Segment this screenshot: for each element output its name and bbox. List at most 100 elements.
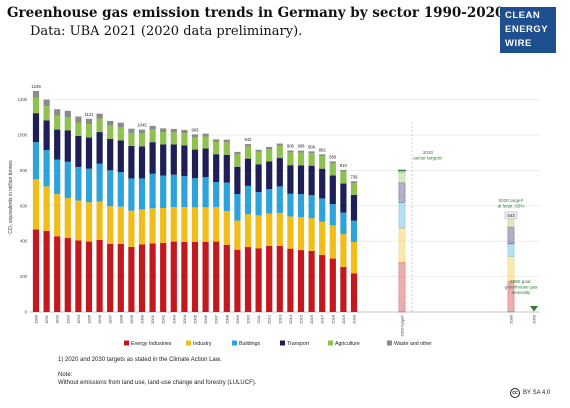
target-segment-agriculture xyxy=(398,171,406,184)
bar-segment-industry xyxy=(128,210,135,247)
total-value-label: 909 xyxy=(308,144,316,149)
bar-segment-industry xyxy=(329,225,336,259)
y-tick-label: 0 xyxy=(25,310,28,315)
y-tick-label: 800 xyxy=(20,168,28,173)
bar-segment-industry xyxy=(297,217,305,251)
x-tick-label: 2014 xyxy=(288,314,293,324)
bar-segment-industry xyxy=(213,206,220,242)
bar-segment-transport xyxy=(319,168,326,199)
bar-segment-buildings xyxy=(181,176,188,208)
bar-segment-industry xyxy=(170,207,177,242)
bar-segment-buildings xyxy=(170,174,177,208)
bar-segment-buildings xyxy=(350,220,358,242)
bar-segment-transport xyxy=(75,135,82,167)
bar-segment-agriculture xyxy=(223,142,230,155)
annotation-2020-targets: 2020 sector targets¹ xyxy=(413,150,443,161)
bar-segment-buildings xyxy=(213,182,220,207)
x-tick-label: 1992 xyxy=(55,314,60,324)
x-tick-label: 1996 xyxy=(97,314,102,324)
x-tick-label: 2013 xyxy=(277,314,282,324)
logo-line-3: WIRE xyxy=(505,38,532,49)
bar-segment-buildings xyxy=(54,159,61,195)
x-tick-label: 2004 xyxy=(182,314,187,324)
bar-segment-energy xyxy=(107,243,114,312)
x-tick-label: 1998 xyxy=(118,314,123,324)
bar-segment-transport xyxy=(128,145,135,179)
x-tick-label: 1999 xyxy=(129,314,134,324)
x-tick-label: 2019 xyxy=(341,314,346,324)
bar-segment-energy xyxy=(213,241,220,312)
x-tick-label: 2007 xyxy=(214,314,219,324)
neutrality-triangle-icon xyxy=(530,306,538,312)
bar-segment-energy xyxy=(75,240,82,312)
bar-segment-energy xyxy=(43,230,50,312)
bar-segment-industry xyxy=(234,220,241,250)
bar-segment-industry xyxy=(266,213,273,246)
bar-segment-energy xyxy=(234,249,241,312)
bar-segment-agriculture xyxy=(213,141,220,155)
bar-segment-agriculture xyxy=(64,117,71,131)
target-segment-buildings xyxy=(507,243,515,257)
bar-segment-transport xyxy=(340,183,347,213)
bar-segment-buildings xyxy=(85,168,93,203)
bar-segment-energy xyxy=(149,243,156,312)
bar-segment-agriculture xyxy=(43,106,50,121)
annotation-2030-target: 2030 target¹ at least -55% xyxy=(498,198,525,209)
bar-segment-transport xyxy=(213,154,220,183)
bar-segment-agriculture xyxy=(54,115,61,130)
creative-commons-icon: cc xyxy=(510,388,520,398)
y-tick-label: 600 xyxy=(20,203,28,208)
target-value-box xyxy=(504,211,518,220)
legend-label-agriculture: Agriculture xyxy=(335,341,360,347)
bar-segment-transport xyxy=(223,154,230,183)
bar-segment-transport xyxy=(266,161,273,190)
bar-segment-energy xyxy=(160,243,167,312)
total-value-label: 892 xyxy=(319,147,327,152)
total-value-label: 1045 xyxy=(137,123,147,128)
x-tick-label: 2006 xyxy=(203,314,208,324)
bar-segment-waste xyxy=(138,129,146,134)
bar-segment-waste xyxy=(107,120,114,126)
bar-segment-transport xyxy=(54,129,61,160)
bar-segment-agriculture xyxy=(117,127,124,141)
bar-segment-agriculture xyxy=(266,149,273,162)
bar-segment-transport xyxy=(276,158,283,187)
bar-segment-waste xyxy=(297,150,305,153)
bar-segment-buildings xyxy=(160,175,167,208)
bar-segment-buildings xyxy=(266,189,273,214)
logo-line-2: ENERGY xyxy=(505,24,549,35)
bar-segment-buildings xyxy=(255,192,262,216)
bar-segment-buildings xyxy=(287,193,294,217)
bar-segment-agriculture xyxy=(340,171,347,184)
bar-segment-transport xyxy=(350,194,358,221)
footnote-note-text: Without emissions from land use, land-us… xyxy=(58,380,257,386)
bar-segment-buildings xyxy=(138,178,146,210)
legend-swatch-agriculture xyxy=(328,340,333,346)
y-tick-label: 200 xyxy=(20,274,28,279)
bar-segment-waste xyxy=(64,110,71,118)
target-x-label: 2050 xyxy=(532,314,537,324)
bar-segment-transport xyxy=(287,165,294,194)
total-value-label: 906 xyxy=(287,143,295,148)
bar-segment-transport xyxy=(160,144,167,176)
bar-segment-industry xyxy=(223,210,230,245)
logo-line-1: CLEAN xyxy=(505,10,541,21)
bar-segment-agriculture xyxy=(255,151,262,165)
x-tick-label: 2009 xyxy=(235,314,240,324)
bar-segment-energy xyxy=(266,245,273,312)
bar-segment-industry xyxy=(191,207,199,242)
y-tick-label: 400 xyxy=(20,239,28,244)
total-value-label: 942 xyxy=(245,137,253,142)
target-segment-energy xyxy=(507,280,515,313)
bar-segment-agriculture xyxy=(202,136,209,149)
bar-segment-energy xyxy=(255,248,262,312)
bar-segment-buildings xyxy=(75,166,82,201)
bar-segment-waste xyxy=(329,161,336,164)
target-segment-buildings xyxy=(398,202,406,229)
bar-segment-industry xyxy=(75,200,82,241)
chart-subtitle: Data: UBA 2021 (2020 data preliminary). xyxy=(30,24,303,39)
bar-segment-agriculture xyxy=(329,163,336,176)
chart-title: Greenhouse gas emission trends in German… xyxy=(7,5,505,21)
bar-segment-waste xyxy=(287,150,294,153)
